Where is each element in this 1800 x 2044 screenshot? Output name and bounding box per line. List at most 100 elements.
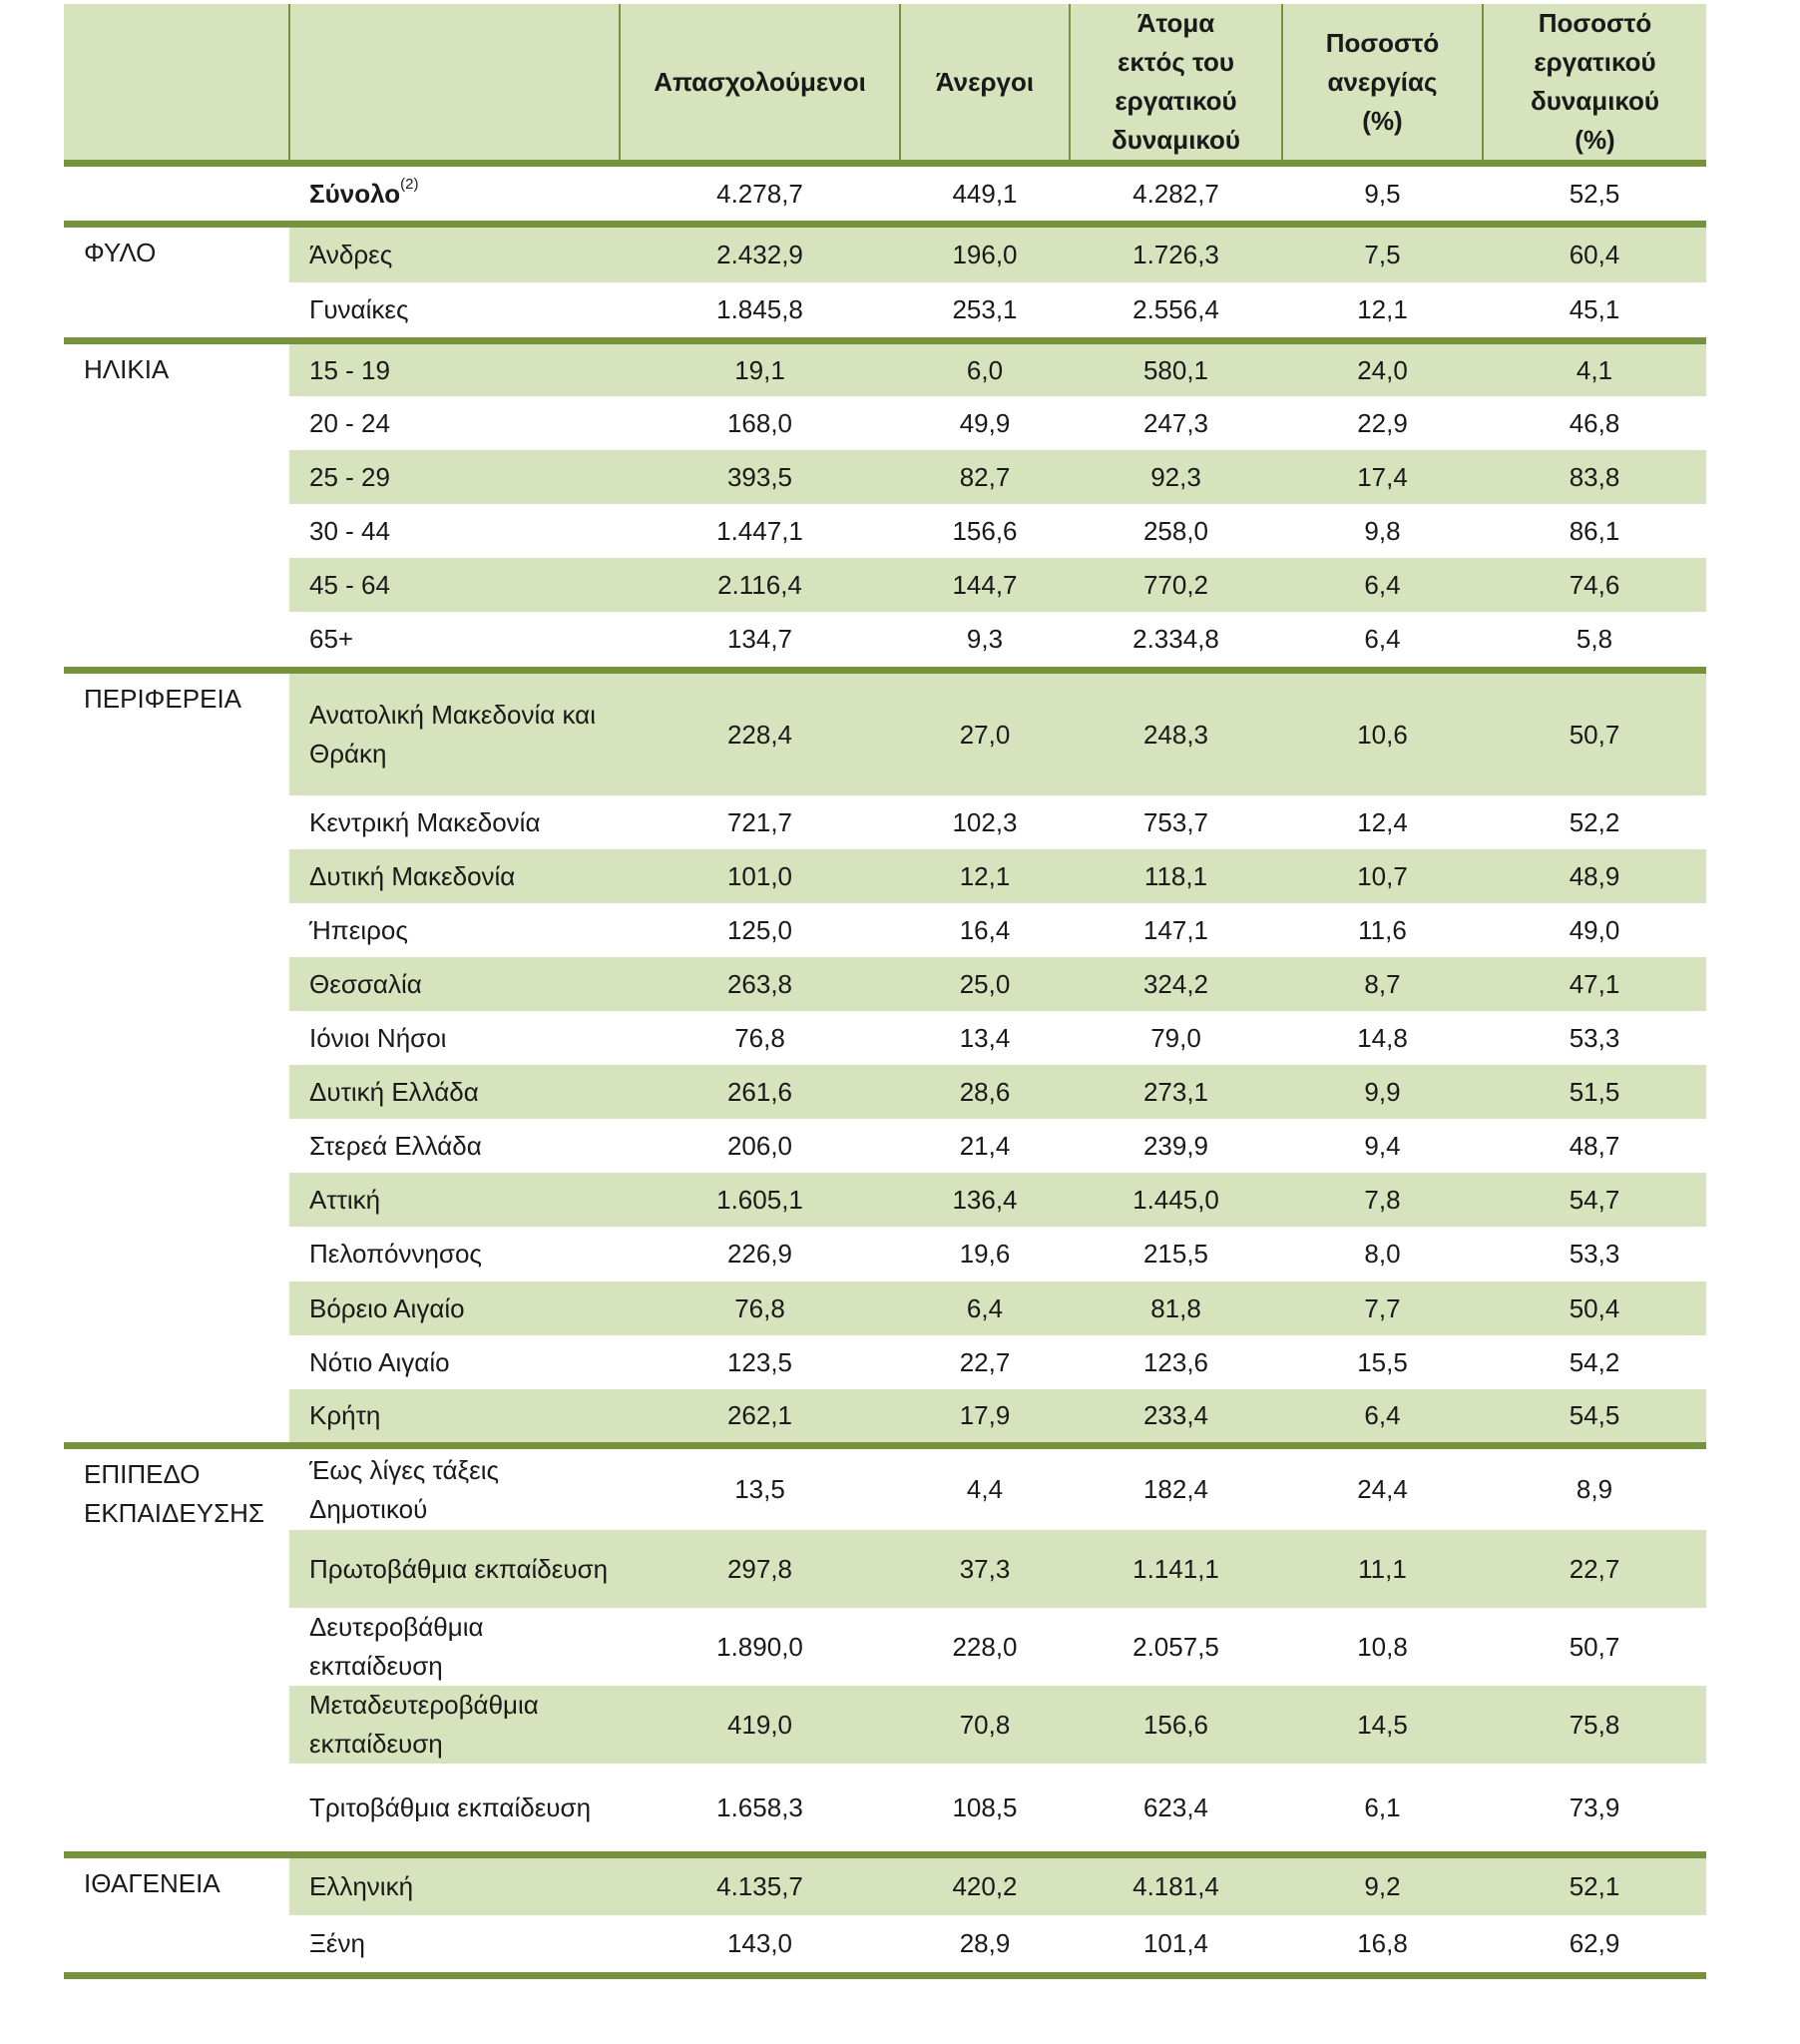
cell-unemployed: 70,8 bbox=[900, 1686, 1070, 1764]
cell-unemployed: 37,3 bbox=[900, 1530, 1070, 1608]
cell-participation-rate: 54,2 bbox=[1569, 1346, 1620, 1377]
cell-unemployed: 449,1 bbox=[952, 178, 1018, 209]
cell-participation-rate: 47,1 bbox=[1483, 957, 1706, 1011]
table-row: Στερεά Ελλάδα 206,0 21,4 239,9 9,4 48,7 bbox=[64, 1119, 1706, 1173]
cell-employed: 262,1 bbox=[620, 1389, 900, 1442]
cell-inactive: 239,9 bbox=[1142, 1130, 1209, 1161]
cell-unemployment-rate: 11,1 bbox=[1282, 1530, 1483, 1608]
cell-participation-rate: 83,8 bbox=[1483, 450, 1706, 504]
cell-unemployment-rate: 6,1 bbox=[1364, 1791, 1401, 1822]
row-label-text: 65+ bbox=[309, 624, 354, 654]
cell-participation-rate: 74,6 bbox=[1483, 558, 1706, 612]
row-label: Σύνολο(2) bbox=[289, 167, 620, 221]
cell-employed: 1.845,8 bbox=[716, 294, 803, 324]
cell-unemployment-rate: 17,4 bbox=[1282, 450, 1483, 504]
row-label: Ελληνική bbox=[289, 1858, 620, 1915]
row-label-text: Αττική bbox=[309, 1184, 381, 1215]
cell-inactive: 215,5 bbox=[1142, 1239, 1209, 1269]
cell-unemployment-rate: 9,9 bbox=[1282, 1065, 1483, 1119]
row-label: Πελοπόννησος bbox=[289, 1227, 620, 1281]
cell-unemployment-rate: 8,0 bbox=[1364, 1239, 1401, 1269]
cell-employed: 4.135,7 bbox=[620, 1858, 900, 1915]
cell-inactive: 623,4 bbox=[1142, 1791, 1209, 1822]
table-row: ΠΕΡΙΦΕΡΕΙΑ Ανατολική Μακεδονία και Θράκη 2… bbox=[64, 674, 1706, 795]
cell-employed: 19,1 bbox=[620, 344, 900, 396]
row-label: Δευτεροβάθμια εκπαίδευση bbox=[289, 1608, 620, 1686]
cell-unemployment-rate: 9,2 bbox=[1282, 1858, 1483, 1915]
cell-employed: 297,8 bbox=[620, 1530, 900, 1608]
row-label-text: Πρωτοβάθμια εκπαίδευση bbox=[309, 1553, 609, 1584]
row-label-text: Θεσσαλία bbox=[309, 968, 422, 999]
cell-unemployment-rate: 10,6 bbox=[1282, 674, 1483, 795]
cell-participation-rate: 8,9 bbox=[1575, 1474, 1613, 1504]
cell-employed: 226,9 bbox=[726, 1239, 793, 1269]
row-label: Έως λίγες τάξεις Δημοτικού bbox=[289, 1449, 620, 1530]
cell-inactive: 2.556,4 bbox=[1132, 294, 1219, 324]
cell-employed: 263,8 bbox=[620, 957, 900, 1011]
cell-inactive: 4.282,7 bbox=[1132, 178, 1219, 209]
header-category bbox=[64, 4, 289, 160]
cell-participation-rate: 48,9 bbox=[1483, 849, 1706, 903]
row-label-text: Γυναίκες bbox=[309, 294, 409, 324]
cell-employed: 123,5 bbox=[726, 1346, 793, 1377]
cell-unemployed: 49,9 bbox=[959, 407, 1011, 438]
cell-unemployment-rate: 14,5 bbox=[1282, 1686, 1483, 1764]
cell-unemployed: 6,4 bbox=[900, 1281, 1070, 1335]
table-row: Δυτική Ελλάδα 261,6 28,6 273,1 9,9 51,5 bbox=[64, 1065, 1706, 1119]
row-label-text: Νότιο Αιγαίο bbox=[309, 1346, 450, 1377]
cell-unemployed: 12,1 bbox=[900, 849, 1070, 903]
cell-participation-rate: 50,7 bbox=[1483, 674, 1706, 795]
cell-unemployed: 136,4 bbox=[900, 1173, 1070, 1227]
table-row: Γυναίκες 1.845,8 253,1 2.556,4 12,1 45,1 bbox=[64, 282, 1706, 337]
table-row: Βόρειο Αιγαίο 76,8 6,4 81,8 7,7 50,4 bbox=[64, 1281, 1706, 1335]
cell-inactive: 156,6 bbox=[1070, 1686, 1282, 1764]
header-row: Απασχολούμενοι Άνεργοι Άτομα εκτός του ε… bbox=[64, 4, 1706, 160]
group-divider bbox=[64, 337, 1706, 344]
row-label-text: Δυτική Μακεδονία bbox=[309, 860, 516, 891]
divider-rule bbox=[64, 160, 1706, 167]
cell-unemployment-rate: 22,9 bbox=[1357, 407, 1408, 438]
cell-inactive: 324,2 bbox=[1070, 957, 1282, 1011]
row-label: Στερεά Ελλάδα bbox=[289, 1119, 620, 1173]
row-label-text: Δυτική Ελλάδα bbox=[309, 1076, 479, 1107]
cell-unemployment-rate: 12,4 bbox=[1357, 806, 1408, 837]
row-label: Δυτική Μακεδονία bbox=[289, 849, 620, 903]
row-label: Πρωτοβάθμια εκπαίδευση bbox=[289, 1530, 620, 1608]
cell-inactive: 101,4 bbox=[1142, 1928, 1209, 1958]
cell-unemployed: 19,6 bbox=[959, 1239, 1011, 1269]
row-label: Θεσσαλία bbox=[289, 957, 620, 1011]
cell-employed: 125,0 bbox=[726, 914, 793, 945]
cell-unemployed: 420,2 bbox=[900, 1858, 1070, 1915]
group-divider bbox=[64, 160, 1706, 167]
group-divider bbox=[64, 221, 1706, 228]
row-label-text: Ξένη bbox=[309, 1928, 365, 1958]
cell-unemployed: 22,7 bbox=[959, 1346, 1011, 1377]
row-label-text: Έως λίγες τάξεις Δημοτικού bbox=[309, 1454, 500, 1524]
cell-inactive: 92,3 bbox=[1070, 450, 1282, 504]
cell-participation-rate: 4,1 bbox=[1483, 344, 1706, 396]
labour-force-table: Απασχολούμενοι Άνεργοι Άτομα εκτός του ε… bbox=[64, 4, 1706, 1979]
cell-participation-rate: 54,5 bbox=[1483, 1389, 1706, 1442]
cell-unemployed: 108,5 bbox=[952, 1791, 1018, 1822]
row-label: Γυναίκες bbox=[289, 282, 620, 337]
cell-unemployed: 9,3 bbox=[966, 624, 1004, 654]
row-label-text: Κεντρική Μακεδονία bbox=[309, 806, 541, 837]
cell-employed: 419,0 bbox=[620, 1686, 900, 1764]
row-label: Κρήτη bbox=[289, 1389, 620, 1442]
cell-employed: 1.605,1 bbox=[620, 1173, 900, 1227]
cell-participation-rate: 49,0 bbox=[1569, 914, 1620, 945]
cell-unemployment-rate: 14,8 bbox=[1357, 1022, 1408, 1053]
cell-unemployment-rate: 24,4 bbox=[1357, 1474, 1408, 1504]
table-row: 30 - 44 1.447,1 156,6 258,0 9,8 86,1 bbox=[64, 504, 1706, 558]
cell-inactive: 118,1 bbox=[1070, 849, 1282, 903]
row-label-text: 45 - 64 bbox=[309, 569, 390, 600]
row-label-text: 20 - 24 bbox=[309, 407, 390, 438]
group-divider bbox=[64, 667, 1706, 674]
header-participation-rate: Ποσοστό εργατικού δυναμικού (%) bbox=[1482, 4, 1706, 160]
cell-unemployed: 102,3 bbox=[952, 806, 1018, 837]
table-row: Πρωτοβάθμια εκπαίδευση 297,8 37,3 1.141,1 11… bbox=[64, 1530, 1706, 1608]
table-row: Δυτική Μακεδονία 101,0 12,1 118,1 10,7 48,9 bbox=[64, 849, 1706, 903]
category-label: ΕΠΙΠΕΔΟ ΕΚΠΑΙΔΕΥΣΗΣ bbox=[84, 1459, 264, 1528]
row-label: 15 - 19 bbox=[289, 344, 620, 396]
cell-inactive: 2.334,8 bbox=[1132, 624, 1219, 654]
